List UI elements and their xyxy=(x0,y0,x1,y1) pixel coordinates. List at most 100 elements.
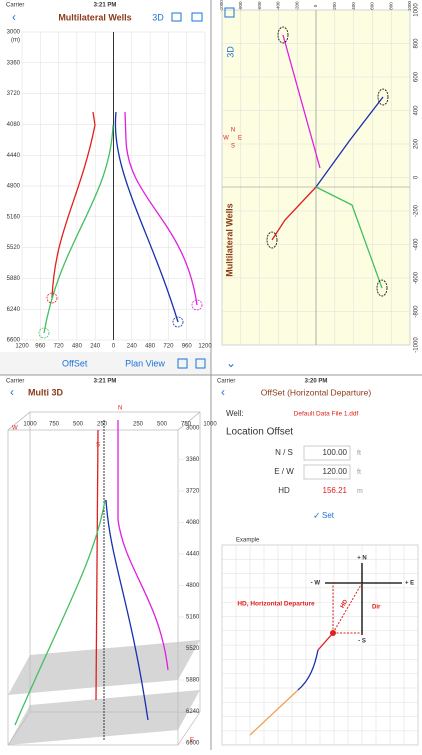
dir-label: Dir xyxy=(372,605,381,611)
x-tick-label: 480 xyxy=(145,344,156,350)
depth-tick-label: 6600 xyxy=(186,741,200,747)
east: + E xyxy=(405,581,414,587)
well-red xyxy=(51,111,96,299)
time: 3:20 PM xyxy=(305,379,328,385)
track xyxy=(317,632,334,651)
depth-tick-label: 3720 xyxy=(186,489,200,495)
ew-tick-label: 1000 xyxy=(414,3,420,17)
print-icon[interactable] xyxy=(171,12,182,22)
x-tick-label: 240 xyxy=(90,344,101,350)
title: Multi 3D xyxy=(28,387,63,397)
ns-tick-label: 0 xyxy=(313,4,318,7)
box-front xyxy=(7,429,179,746)
x-tick-label: 240 xyxy=(127,344,138,350)
y-tick-label: 4800 xyxy=(7,184,21,190)
target xyxy=(172,316,184,328)
offset-button[interactable]: OffSet xyxy=(62,358,88,368)
ns-tick-label: 400 xyxy=(351,2,356,10)
ns-tick-label: -800 xyxy=(238,1,243,11)
plan-view-button[interactable]: Plan View xyxy=(125,358,165,368)
well-green xyxy=(14,499,106,726)
depth-tick-label: 6240 xyxy=(186,709,200,715)
top-tick-label: 250 xyxy=(97,422,108,428)
y-tick-label: 5880 xyxy=(7,276,21,282)
3d-button[interactable]: 3D xyxy=(152,12,164,22)
carrier: Carrier xyxy=(6,379,24,385)
row-value: 120.00 xyxy=(323,467,348,476)
back-button[interactable]: ‹ xyxy=(221,385,225,399)
south: - S xyxy=(358,639,366,645)
compass-s: S xyxy=(231,144,235,150)
collapse-button[interactable]: ⌄ xyxy=(226,356,236,370)
row-value: 100.00 xyxy=(323,448,348,457)
compass-e: E xyxy=(190,738,194,744)
y-tick-label: 3720 xyxy=(7,91,21,97)
well-green xyxy=(43,124,114,334)
back-button[interactable]: ‹ xyxy=(10,385,14,399)
x-tick-label: 1200 xyxy=(198,344,212,350)
expand-icon[interactable] xyxy=(224,7,235,18)
ns-tick-label: 800 xyxy=(388,2,393,10)
y-tick-label: 4080 xyxy=(7,122,21,128)
track xyxy=(297,649,319,691)
title: Multilateral Wells xyxy=(224,203,234,276)
row-value: 156.21 xyxy=(323,486,348,495)
x-tick-label: 480 xyxy=(72,344,83,350)
set-button[interactable]: Set xyxy=(322,511,335,520)
well-red xyxy=(271,186,317,241)
ns-tick-label: -1000 xyxy=(219,0,224,12)
mail-icon[interactable] xyxy=(191,12,203,22)
compass-n: N xyxy=(231,128,235,134)
well-blue xyxy=(114,111,179,323)
depth-tick-label: 5880 xyxy=(186,678,200,684)
top-tick-label: 1000 xyxy=(23,422,37,428)
well-label: Well: xyxy=(226,409,244,418)
ew-tick-label: 400 xyxy=(414,105,420,116)
x-tick-label: 960 xyxy=(35,344,46,350)
top-tick-label: 750 xyxy=(49,422,60,428)
carrier: Carrier xyxy=(6,3,24,9)
ns-tick-label: 200 xyxy=(332,2,337,10)
hd-caption: HD, Horizontal Departure xyxy=(237,601,315,608)
well-magenta xyxy=(124,111,198,306)
well-file[interactable]: Default Data File 1.ddf xyxy=(294,411,359,418)
top-tick-label: 500 xyxy=(157,422,168,428)
y-tick-label: 5160 xyxy=(7,214,21,220)
ns-tick-label: -400 xyxy=(276,1,281,11)
well-green xyxy=(315,186,383,289)
input-box[interactable] xyxy=(303,445,351,461)
check-icon[interactable]: ✓ xyxy=(313,510,321,520)
box-edges xyxy=(7,411,201,746)
x-tick-label: 0 xyxy=(112,344,116,350)
well-magenta xyxy=(117,420,169,671)
input-box xyxy=(304,484,350,498)
row-unit: ft xyxy=(357,450,361,457)
grid-icon[interactable] xyxy=(177,358,188,369)
target xyxy=(38,327,50,339)
3d-button[interactable]: 3D xyxy=(225,46,235,58)
depth-tick-label: 5520 xyxy=(186,646,200,652)
carrier: Carrier xyxy=(217,379,235,385)
depth-tick-label: 3360 xyxy=(186,457,200,463)
x-tick-label: 1200 xyxy=(15,344,29,350)
ew-tick-label: -1000 xyxy=(414,337,420,353)
row-unit: m xyxy=(357,488,363,495)
back-button[interactable]: ‹ xyxy=(12,10,16,24)
track xyxy=(249,689,299,736)
table-icon[interactable] xyxy=(195,358,206,369)
target xyxy=(376,279,388,297)
ew-tick-label: 200 xyxy=(414,138,420,149)
depth-tick-label: 3000 xyxy=(186,426,200,432)
row-label: E / W xyxy=(274,467,294,476)
y-tick-label: 6240 xyxy=(7,307,21,313)
plot-screen xyxy=(0,0,211,375)
title: OffSet (Horizontal Departure) xyxy=(261,387,372,397)
input-box[interactable] xyxy=(303,464,351,480)
compass-n: N xyxy=(118,406,122,412)
depth-unit: (m) xyxy=(11,38,20,44)
target xyxy=(191,299,203,311)
x-tick-label: 960 xyxy=(182,344,193,350)
north: + N xyxy=(357,556,367,562)
compass-e: E xyxy=(238,136,242,142)
